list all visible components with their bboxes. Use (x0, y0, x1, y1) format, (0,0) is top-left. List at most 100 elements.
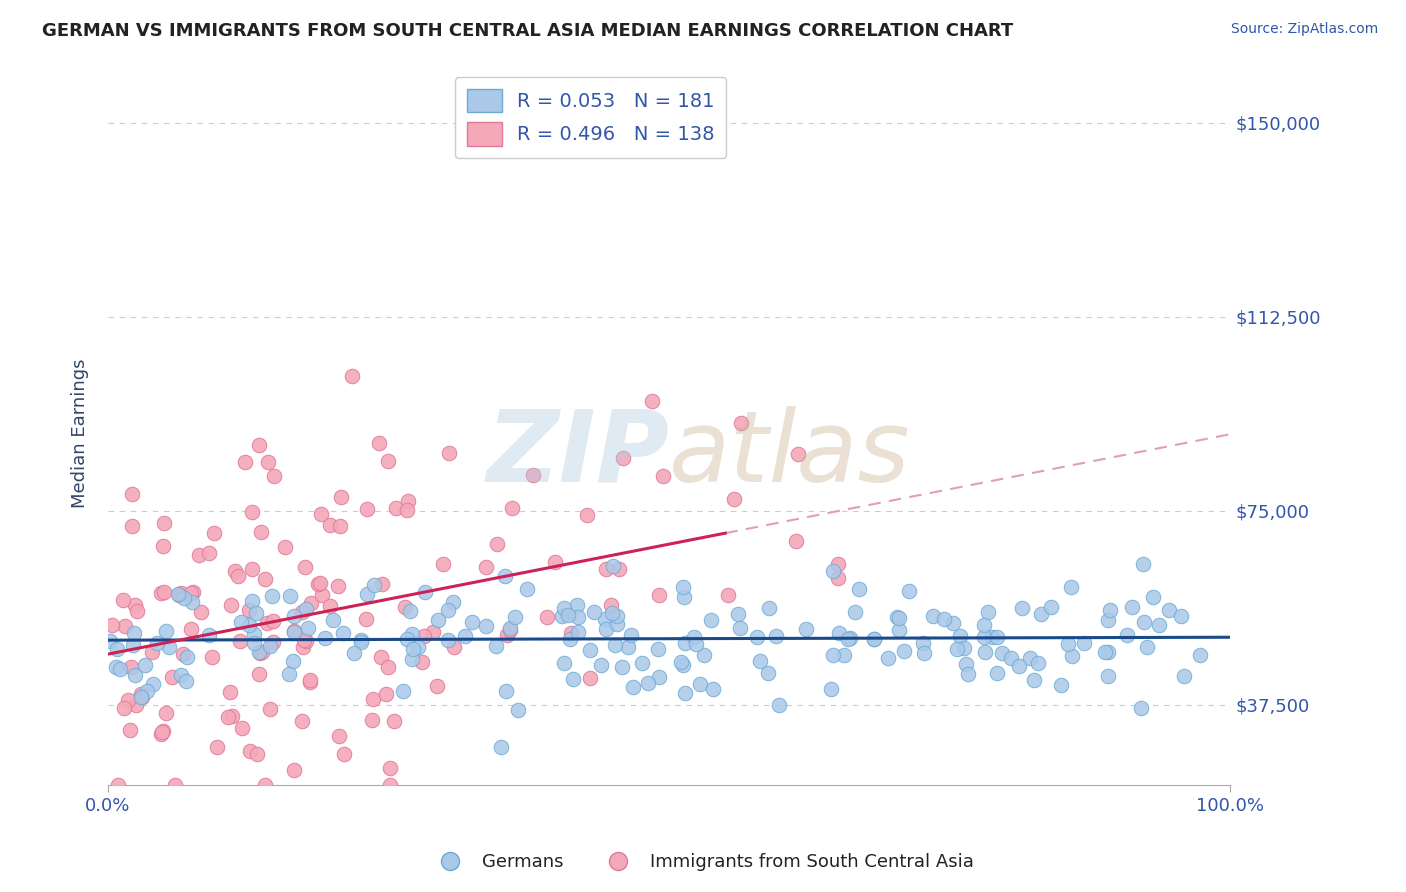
Point (100, 617, 122, 632)
Point (342, 369, 364, 384)
Point (516, 582, 538, 597)
Point (188, 548, 211, 562)
Point (887, 611, 910, 625)
Point (169, 668, 191, 682)
Point (330, 491, 353, 505)
Point (152, 539, 174, 553)
Point (146, 635, 169, 649)
Point (1132, 558, 1154, 572)
Point (240, 594, 263, 608)
Point (396, 494, 419, 508)
Point (259, 702, 281, 716)
Point (1142, 590, 1164, 604)
Point (1097, 613, 1119, 627)
Point (124, 625, 146, 640)
Legend: R = 0.053   N = 181, R = 0.496   N = 138: R = 0.053 N = 181, R = 0.496 N = 138 (456, 77, 727, 158)
Point (702, 682, 724, 697)
Point (578, 672, 600, 686)
Point (384, 500, 406, 515)
Point (536, 609, 558, 624)
Point (616, 640, 638, 655)
Point (977, 605, 1000, 619)
Point (496, 628, 519, 642)
Point (224, 564, 246, 578)
Point (181, 584, 204, 599)
Point (114, 619, 136, 633)
Point (238, 618, 260, 632)
Point (150, 727, 173, 741)
Point (402, 642, 425, 657)
Point (1060, 580, 1083, 594)
Point (837, 632, 859, 646)
Point (131, 690, 153, 704)
Point (278, 666, 301, 681)
Point (672, 581, 695, 595)
Point (356, 502, 378, 516)
Point (406, 640, 429, 654)
Point (730, 416, 752, 430)
Point (219, 684, 242, 698)
Point (136, 684, 159, 698)
Point (107, 778, 129, 792)
Point (1062, 648, 1084, 663)
Point (602, 606, 624, 620)
Text: ZIP: ZIP (486, 406, 669, 503)
Point (1031, 607, 1053, 622)
Point (240, 562, 263, 576)
Point (553, 600, 575, 615)
Text: Source: ZipAtlas.com: Source: ZipAtlas.com (1230, 22, 1378, 37)
Point (239, 744, 262, 758)
Point (560, 626, 582, 640)
Point (291, 714, 314, 728)
Point (377, 660, 399, 674)
Point (124, 667, 146, 681)
Point (648, 588, 671, 602)
Point (426, 679, 449, 693)
Point (671, 658, 693, 673)
Point (122, 638, 145, 652)
Point (294, 560, 316, 574)
Point (150, 725, 173, 739)
Point (238, 603, 260, 617)
Point (981, 630, 1004, 644)
Point (250, 645, 273, 659)
Point (354, 612, 377, 626)
Point (647, 642, 669, 657)
Point (292, 633, 315, 648)
Point (717, 588, 740, 602)
Point (121, 487, 143, 501)
Point (589, 658, 612, 673)
Point (844, 605, 866, 619)
Point (489, 739, 512, 754)
Point (912, 646, 935, 660)
Point (499, 621, 522, 635)
Point (863, 632, 886, 646)
Point (104, 660, 127, 674)
Point (893, 644, 915, 658)
Point (249, 646, 271, 660)
Point (131, 690, 153, 705)
Point (621, 680, 644, 694)
Point (945, 641, 967, 656)
Point (602, 558, 624, 573)
Point (378, 778, 401, 792)
Point (561, 673, 583, 687)
Point (669, 655, 692, 669)
Point (765, 629, 787, 643)
Point (1039, 599, 1062, 614)
Point (309, 507, 332, 521)
Point (1056, 637, 1078, 651)
Point (233, 455, 256, 469)
Point (394, 599, 416, 614)
Point (454, 629, 477, 643)
Point (411, 655, 433, 669)
Point (986, 666, 1008, 681)
Point (934, 612, 956, 626)
Point (820, 681, 842, 696)
Point (422, 625, 444, 640)
Point (786, 447, 808, 461)
Point (291, 605, 314, 619)
Point (641, 393, 664, 408)
Point (475, 559, 498, 574)
Point (1133, 615, 1156, 629)
